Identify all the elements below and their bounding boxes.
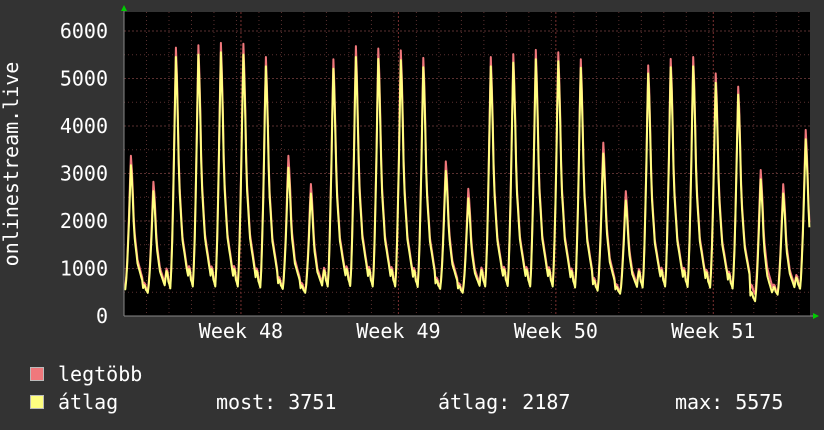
legend-swatch-max <box>30 367 44 381</box>
legend-label-avg: átlag <box>58 390 119 414</box>
y-tick-labels: 0 1000 2000 3000 4000 5000 6000 <box>60 19 108 328</box>
y-tick-label: 6000 <box>60 19 108 43</box>
y-tick-label: 1000 <box>60 257 108 281</box>
x-tick-labels: Week 48 Week 49 Week 50 Week 51 <box>199 319 756 343</box>
x-tick-label: Week 49 <box>356 319 440 343</box>
y-tick-label: 2000 <box>60 209 108 233</box>
y-tick-label: 3000 <box>60 162 108 186</box>
axes <box>121 5 819 319</box>
stat-average: átlag: 2187 <box>438 390 571 414</box>
y-tick-label: 0 <box>96 304 108 328</box>
x-tick-label: Week 50 <box>514 319 598 343</box>
series-layer <box>123 41 811 303</box>
stat-now: most: 3751 <box>216 390 337 414</box>
y-axis-label: onlinestream.live <box>0 62 23 267</box>
y-axis-arrow <box>121 5 127 11</box>
series-line-avg <box>123 51 811 303</box>
x-tick-label: Week 48 <box>199 319 283 343</box>
y-tick-label: 5000 <box>60 67 108 91</box>
x-axis-arrow <box>813 313 819 319</box>
y-tick-label: 4000 <box>60 114 108 138</box>
stat-max: max: 5575 <box>675 390 784 414</box>
x-tick-label: Week 51 <box>671 319 755 343</box>
legend-swatch-avg <box>30 395 44 409</box>
legend-label-max: legtöbb <box>58 362 143 386</box>
